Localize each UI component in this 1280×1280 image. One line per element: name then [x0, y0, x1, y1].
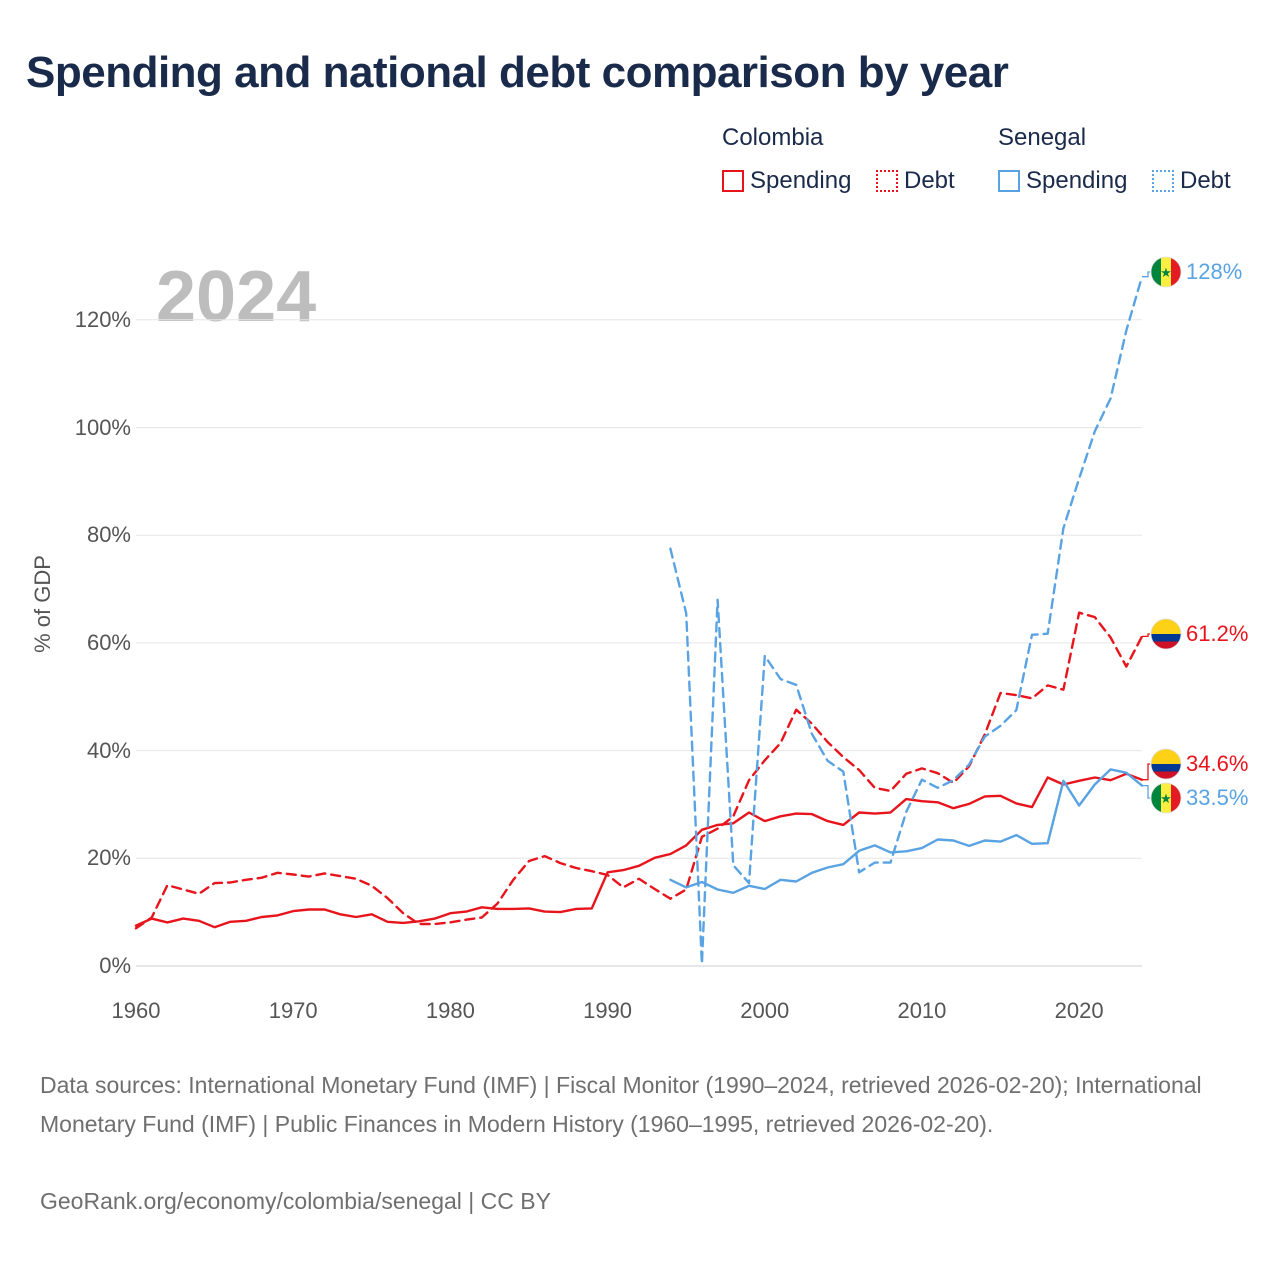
current-year-label: 2024: [156, 257, 317, 337]
flag-star: ★: [1160, 792, 1172, 807]
senegal-flag-icon: ★: [1151, 783, 1181, 813]
colombia-flag-icon: [1151, 749, 1181, 779]
y-tick-label: 0%: [99, 953, 131, 978]
colombia-debt-end-label: 61.2%: [1186, 621, 1249, 646]
legend-senegal-title: Senegal: [998, 124, 1087, 151]
legend-label: Debt: [904, 167, 955, 194]
legend-label: Debt: [1180, 167, 1231, 194]
x-tick-label: 1960: [111, 998, 161, 1023]
x-tick-label: 2010: [897, 998, 947, 1023]
legend-swatch-dotted: [876, 170, 898, 192]
x-tick-label: 2020: [1054, 998, 1104, 1023]
y-tick-label: 100%: [74, 414, 131, 440]
flag-border: [1150, 256, 1182, 288]
legend-senegal-debt[interactable]: Debt: [1152, 166, 1231, 196]
legend-senegal-spending[interactable]: Spending: [998, 166, 1127, 196]
legend-colombia-debt[interactable]: Debt: [876, 166, 955, 196]
y-tick-label: 60%: [86, 629, 131, 655]
label-connector: [1142, 784, 1150, 799]
flag-border: [1150, 782, 1182, 814]
legend-colombia-title: Colombia: [722, 124, 824, 151]
y-tick-label: 80%: [86, 522, 131, 548]
x-tick-label: 2000: [740, 998, 790, 1023]
x-tick-label: 1970: [268, 998, 318, 1023]
flag-star: ★: [1160, 266, 1172, 281]
senegal-spending-end-label: 33.5%: [1186, 785, 1249, 810]
credit-link[interactable]: GeoRank.org/economy/colombia/senegal | C…: [40, 1188, 551, 1214]
legend-swatch-solid: [722, 170, 744, 192]
senegal-debt-end-label: 128%: [1186, 259, 1243, 284]
senegal-flag-icon: ★: [1151, 257, 1181, 287]
label-connector: [1142, 633, 1150, 638]
x-tick-label: 1990: [583, 998, 633, 1023]
y-tick-label: 120%: [74, 306, 131, 332]
colombia-flag-icon: [1151, 619, 1181, 649]
colombia-debt-line: [134, 611, 1144, 930]
data-sources-note: Data sources: International Monetary Fun…: [40, 1072, 1202, 1137]
senegal-debt-line: [669, 275, 1144, 965]
y-tick-label: 40%: [86, 737, 131, 763]
legend-swatch-dotted: [1152, 170, 1174, 192]
senegal-spending-line: [669, 768, 1144, 894]
flag-border: [1150, 618, 1182, 650]
colombia-spending-line: [134, 772, 1144, 929]
colombia-spending-end-label: 34.6%: [1186, 751, 1249, 776]
label-connector: [1142, 763, 1150, 781]
flag-border: [1150, 748, 1182, 780]
x-tick-label: 1980: [425, 998, 475, 1023]
legend-colombia-spending[interactable]: Spending: [722, 166, 851, 196]
legend-swatch-solid: [998, 170, 1020, 192]
y-tick-label: 20%: [86, 845, 131, 871]
legend-label: Spending: [1026, 167, 1128, 194]
legend-label: Spending: [750, 167, 852, 194]
chart-title: Spending and national debt comparison by…: [26, 48, 1009, 97]
label-connector: [1142, 271, 1150, 278]
